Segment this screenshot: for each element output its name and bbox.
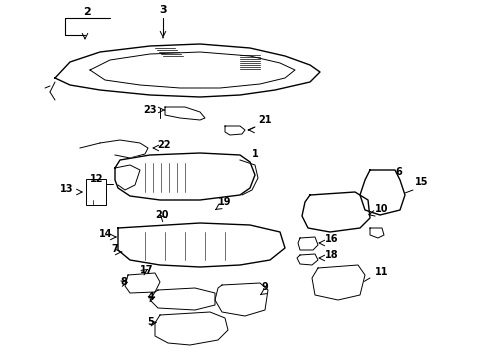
Text: 14: 14 <box>98 229 112 239</box>
Text: 5: 5 <box>147 317 154 327</box>
Text: 17: 17 <box>140 265 153 275</box>
Polygon shape <box>150 288 215 310</box>
Text: 3: 3 <box>159 5 167 15</box>
Text: 1: 1 <box>252 149 259 159</box>
Text: 2: 2 <box>83 7 91 17</box>
Text: 11: 11 <box>375 267 389 277</box>
Text: 10: 10 <box>375 204 389 214</box>
Text: 19: 19 <box>218 197 231 207</box>
Text: 4: 4 <box>148 292 155 302</box>
Text: 9: 9 <box>262 282 269 292</box>
Polygon shape <box>125 273 160 293</box>
Polygon shape <box>215 283 268 316</box>
Text: 23: 23 <box>143 105 157 115</box>
Text: 8: 8 <box>120 277 127 287</box>
Polygon shape <box>360 170 405 215</box>
Text: 13: 13 <box>59 184 73 194</box>
Text: 12: 12 <box>90 174 103 184</box>
Polygon shape <box>302 192 370 232</box>
Text: 18: 18 <box>325 250 339 260</box>
Polygon shape <box>312 265 365 300</box>
Polygon shape <box>155 312 228 345</box>
Text: 16: 16 <box>325 234 339 244</box>
Bar <box>86 179 106 205</box>
Text: 6: 6 <box>395 167 402 177</box>
Text: 21: 21 <box>258 115 271 125</box>
Polygon shape <box>118 223 285 267</box>
Polygon shape <box>115 153 255 200</box>
Text: 7: 7 <box>111 244 118 254</box>
Text: 22: 22 <box>157 140 171 150</box>
Text: 20: 20 <box>155 210 169 220</box>
Text: 15: 15 <box>415 177 428 187</box>
